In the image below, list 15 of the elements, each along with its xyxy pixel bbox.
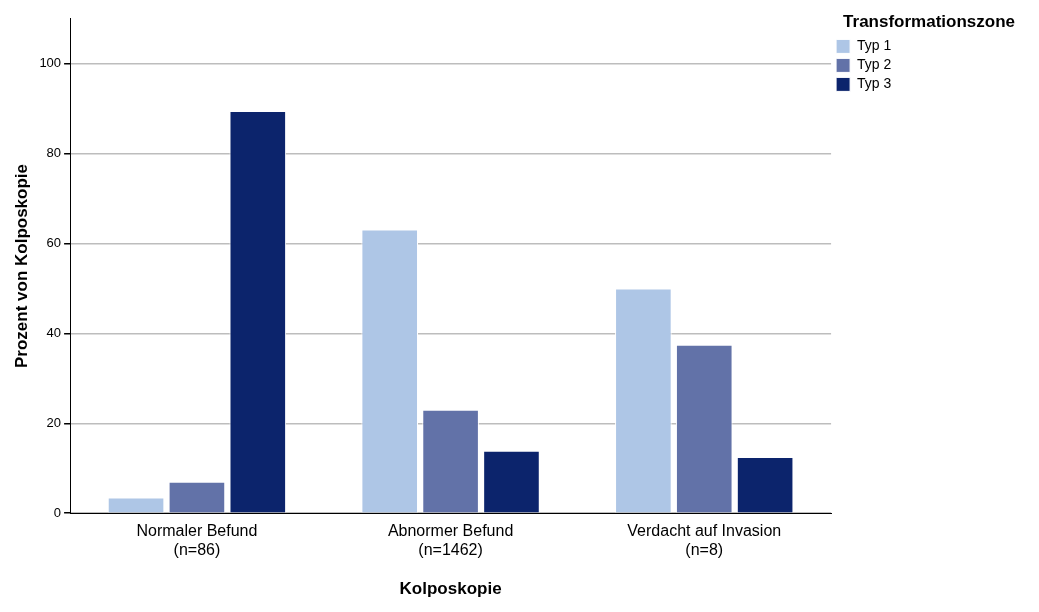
- legend-label: Typ 3: [857, 75, 892, 92]
- y-tick-label: 80: [46, 145, 62, 161]
- x-tick-label: Abnormer Befund (n=1462): [387, 522, 514, 559]
- legend-title: Transformationszone: [843, 12, 1015, 32]
- legend-label: Typ 2: [857, 56, 892, 73]
- x-tick-label: Normaler Befund (n=86): [136, 522, 258, 559]
- y-tick-label: 0: [53, 504, 62, 520]
- y-tick-label: 60: [46, 235, 62, 251]
- y-axis-title: Prozent von Kolposkopie: [11, 163, 31, 369]
- y-tick-label: 20: [46, 414, 62, 430]
- y-tick-label: 100: [39, 55, 62, 71]
- x-tick-label: Verdacht auf Invasion (n=8): [627, 522, 782, 559]
- legend-label: Typ 1: [857, 37, 892, 54]
- x-axis-title: Kolposkopie: [399, 579, 502, 599]
- y-tick-label: 40: [46, 325, 62, 340]
